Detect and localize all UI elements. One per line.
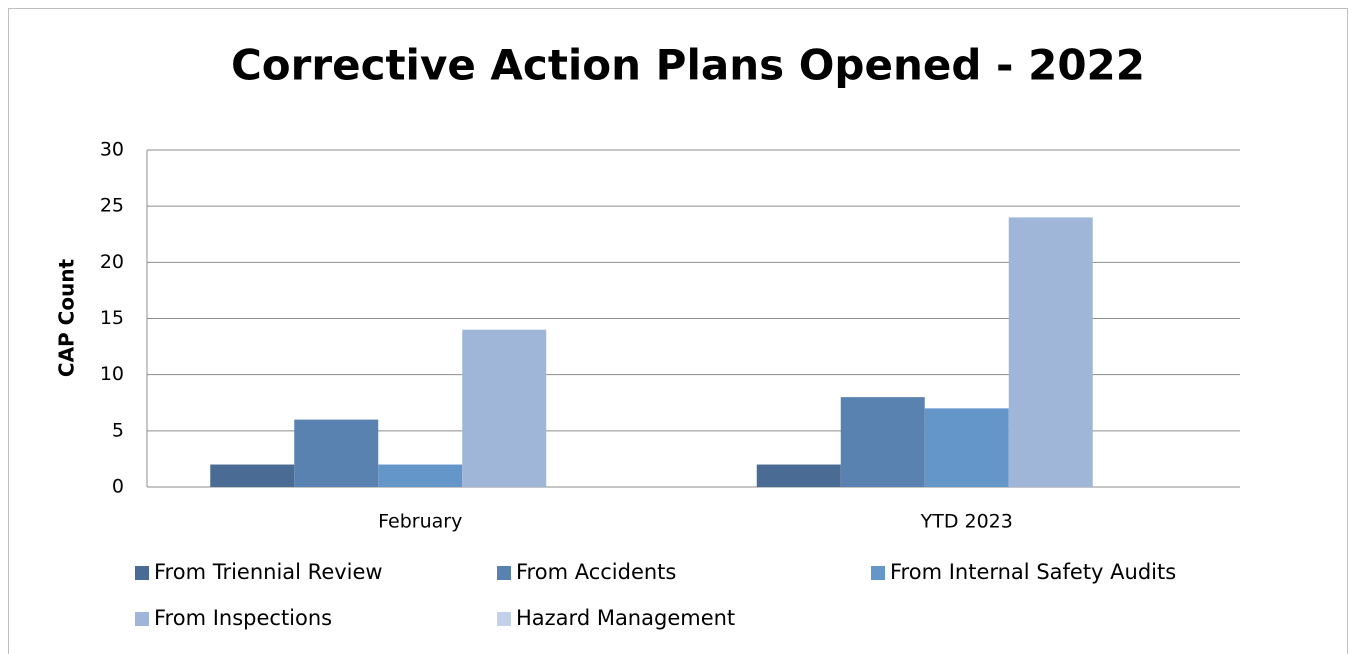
bar bbox=[1008, 217, 1093, 487]
bar bbox=[294, 419, 379, 487]
x-tick-label: February bbox=[378, 511, 462, 533]
y-tick-label: 30 bbox=[100, 139, 124, 161]
legend-label: Hazard Management bbox=[516, 606, 735, 630]
legend-swatch bbox=[871, 566, 885, 580]
bar bbox=[462, 329, 547, 487]
y-tick-label: 25 bbox=[100, 195, 124, 217]
legend-label: From Inspections bbox=[154, 606, 332, 630]
x-tick-label: YTD 2023 bbox=[920, 511, 1013, 533]
chart-frame bbox=[8, 8, 1348, 654]
legend-label: From Triennial Review bbox=[154, 560, 383, 584]
bar bbox=[840, 397, 925, 487]
chart-title: Corrective Action Plans Opened - 2022 bbox=[231, 41, 1145, 90]
legend-label: From Internal Safety Audits bbox=[890, 560, 1176, 584]
y-tick-label: 20 bbox=[100, 251, 124, 273]
y-tick-label: 10 bbox=[100, 363, 124, 385]
y-tick-label: 15 bbox=[100, 307, 124, 329]
bar bbox=[756, 464, 841, 487]
legend-label: From Accidents bbox=[516, 560, 676, 584]
y-tick-label: 0 bbox=[112, 476, 124, 498]
bar bbox=[924, 408, 1009, 487]
legend-swatch bbox=[135, 566, 149, 580]
legend-swatch bbox=[135, 612, 149, 626]
y-axis-label: CAP Count bbox=[55, 258, 79, 377]
legend-swatch bbox=[497, 612, 511, 626]
y-tick-label: 5 bbox=[112, 419, 124, 441]
legend-swatch bbox=[497, 566, 511, 580]
bar bbox=[210, 464, 295, 487]
bar bbox=[378, 464, 463, 487]
